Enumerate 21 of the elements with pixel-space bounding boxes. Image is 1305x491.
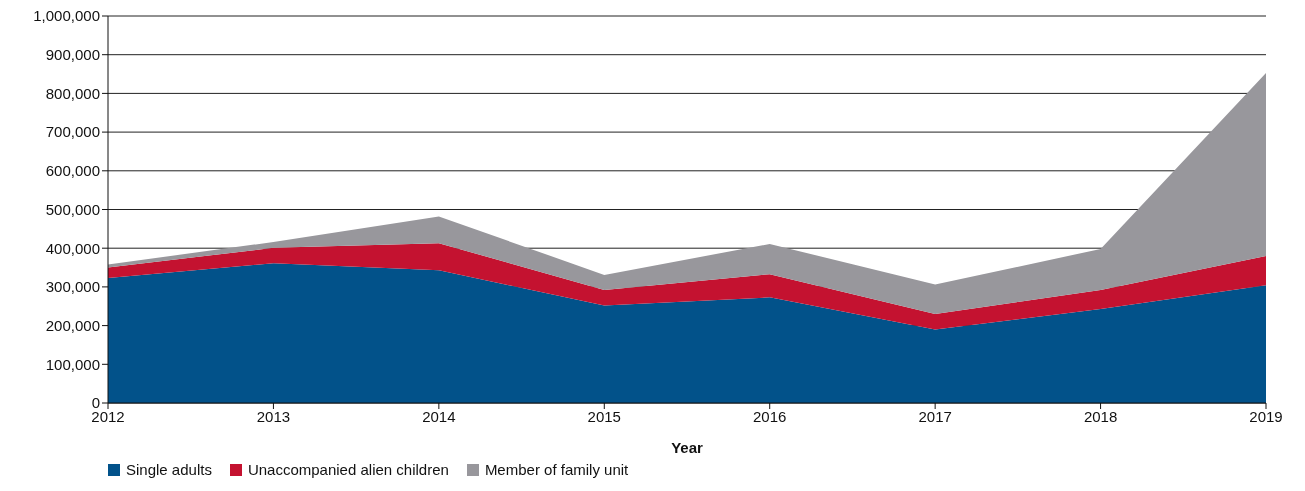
x-tick-label: 2016 bbox=[753, 407, 787, 425]
y-tick-label: 200,000 bbox=[45, 316, 100, 334]
x-tick-label: 2014 bbox=[422, 407, 456, 425]
y-tick-label: 400,000 bbox=[45, 239, 100, 257]
y-tick-label: 1,000,000 bbox=[33, 7, 100, 25]
x-tick-label: 2017 bbox=[918, 407, 952, 425]
x-tick-label: 2019 bbox=[1249, 407, 1283, 425]
y-tick-label: 800,000 bbox=[45, 84, 100, 102]
x-axis-title: Year bbox=[671, 439, 704, 456]
legend-label: Single adults bbox=[126, 461, 212, 478]
y-tick-label: 500,000 bbox=[45, 200, 100, 218]
y-tick-label: 700,000 bbox=[45, 123, 100, 141]
y-tick-label: 300,000 bbox=[45, 278, 100, 296]
x-tick-label: 2013 bbox=[256, 407, 291, 425]
x-tick-label: 2015 bbox=[587, 407, 621, 425]
legend-label: Unaccompanied alien children bbox=[247, 461, 449, 478]
y-tick-label: 600,000 bbox=[45, 162, 100, 180]
y-tick-label: 100,000 bbox=[45, 355, 100, 373]
x-tick-label: 2018 bbox=[1083, 407, 1118, 425]
legend-label: Member of family unit bbox=[484, 461, 629, 478]
y-tick-label: 900,000 bbox=[45, 46, 100, 64]
